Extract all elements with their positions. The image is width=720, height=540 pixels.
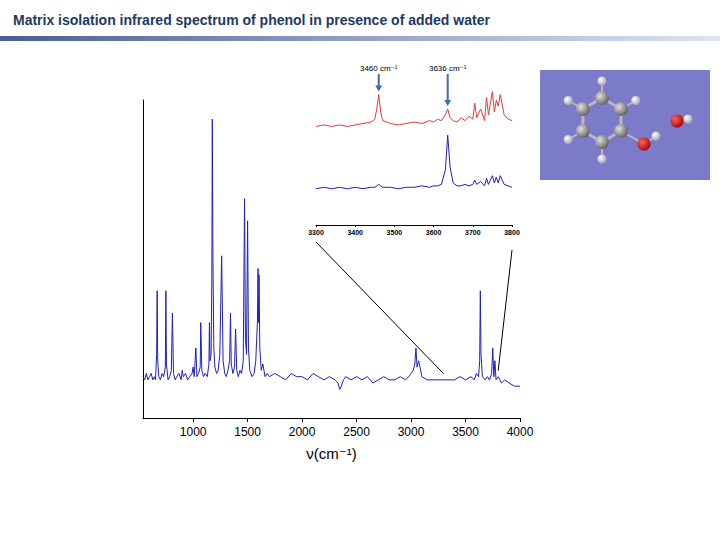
svg-text:3000: 3000 (398, 425, 425, 439)
svg-text:3600: 3600 (426, 229, 442, 236)
svg-text:4000: 4000 (507, 425, 534, 439)
svg-text:1500: 1500 (234, 425, 261, 439)
svg-text:3636 cm⁻¹: 3636 cm⁻¹ (429, 64, 467, 73)
svg-text:ν(cm⁻¹): ν(cm⁻¹) (306, 445, 356, 462)
svg-text:3300: 3300 (308, 229, 324, 236)
svg-text:3800: 3800 (504, 229, 520, 236)
svg-text:1000: 1000 (180, 425, 207, 439)
svg-text:3700: 3700 (465, 229, 481, 236)
svg-text:3500: 3500 (452, 425, 479, 439)
svg-text:3400: 3400 (347, 229, 363, 236)
svg-text:2500: 2500 (343, 425, 370, 439)
svg-text:3460 cm⁻¹: 3460 cm⁻¹ (360, 64, 398, 73)
svg-text:2000: 2000 (289, 425, 316, 439)
svg-text:Matrix isolation infrared spec: Matrix isolation infrared spectrum of ph… (13, 12, 490, 28)
svg-text:3500: 3500 (387, 229, 403, 236)
